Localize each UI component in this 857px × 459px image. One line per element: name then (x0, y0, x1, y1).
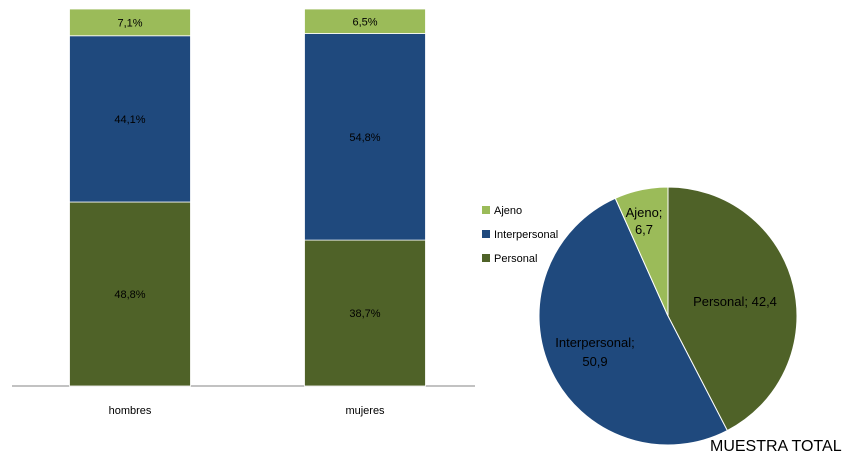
data-label-personal-hombres: 48,8% (114, 289, 145, 301)
pie-label-ajeno: Ajeno; 6,7 (626, 205, 663, 237)
bar-interpersonal-hombres (69, 35, 191, 203)
category-label-mujeres: mujeres (345, 405, 385, 417)
pie-title: MUESTRA TOTAL (710, 438, 842, 455)
pie-label-personal: Personal; 42,4 (693, 294, 777, 309)
legend-label-personal: Personal (494, 253, 537, 265)
bar-ajeno-hombres (69, 8, 191, 37)
data-label-interpersonal-mujeres: 54,8% (349, 132, 380, 144)
pie-label-interpersonal: Interpersonal; 50,9 (555, 335, 635, 369)
legend-swatch-personal (482, 254, 490, 262)
bar-ajeno-mujeres (304, 8, 426, 34)
pie-chart: Personal; 42,4 Interpersonal; 50,9 Ajeno; 6,… (538, 186, 798, 446)
pie-slice-personal (667, 186, 798, 432)
pie-slice-interpersonal (538, 197, 728, 446)
legend: Ajeno Interpersonal Personal (482, 205, 558, 265)
data-label-personal-mujeres: 38,7% (349, 308, 380, 320)
category-label-hombres: hombres (109, 405, 152, 417)
legend-swatch-interpersonal (482, 230, 490, 238)
bar-chart: 48,8% 44,1% 7,1% hombres 38,7% 54,8% 6,5% mujer… (69, 8, 426, 417)
bar-personal-mujeres (304, 239, 426, 387)
data-label-interpersonal-hombres: 44,1% (114, 114, 145, 126)
legend-label-ajeno: Ajeno (494, 205, 522, 217)
pie-slice-ajeno (614, 186, 669, 317)
legend-swatch-ajeno (482, 206, 490, 214)
bar-personal-hombres (69, 201, 191, 387)
legend-label-interpersonal: Interpersonal (494, 229, 558, 241)
data-label-ajeno-hombres: 7,1% (117, 17, 142, 29)
bar-interpersonal-mujeres (304, 33, 426, 241)
data-label-ajeno-mujeres: 6,5% (352, 16, 377, 28)
